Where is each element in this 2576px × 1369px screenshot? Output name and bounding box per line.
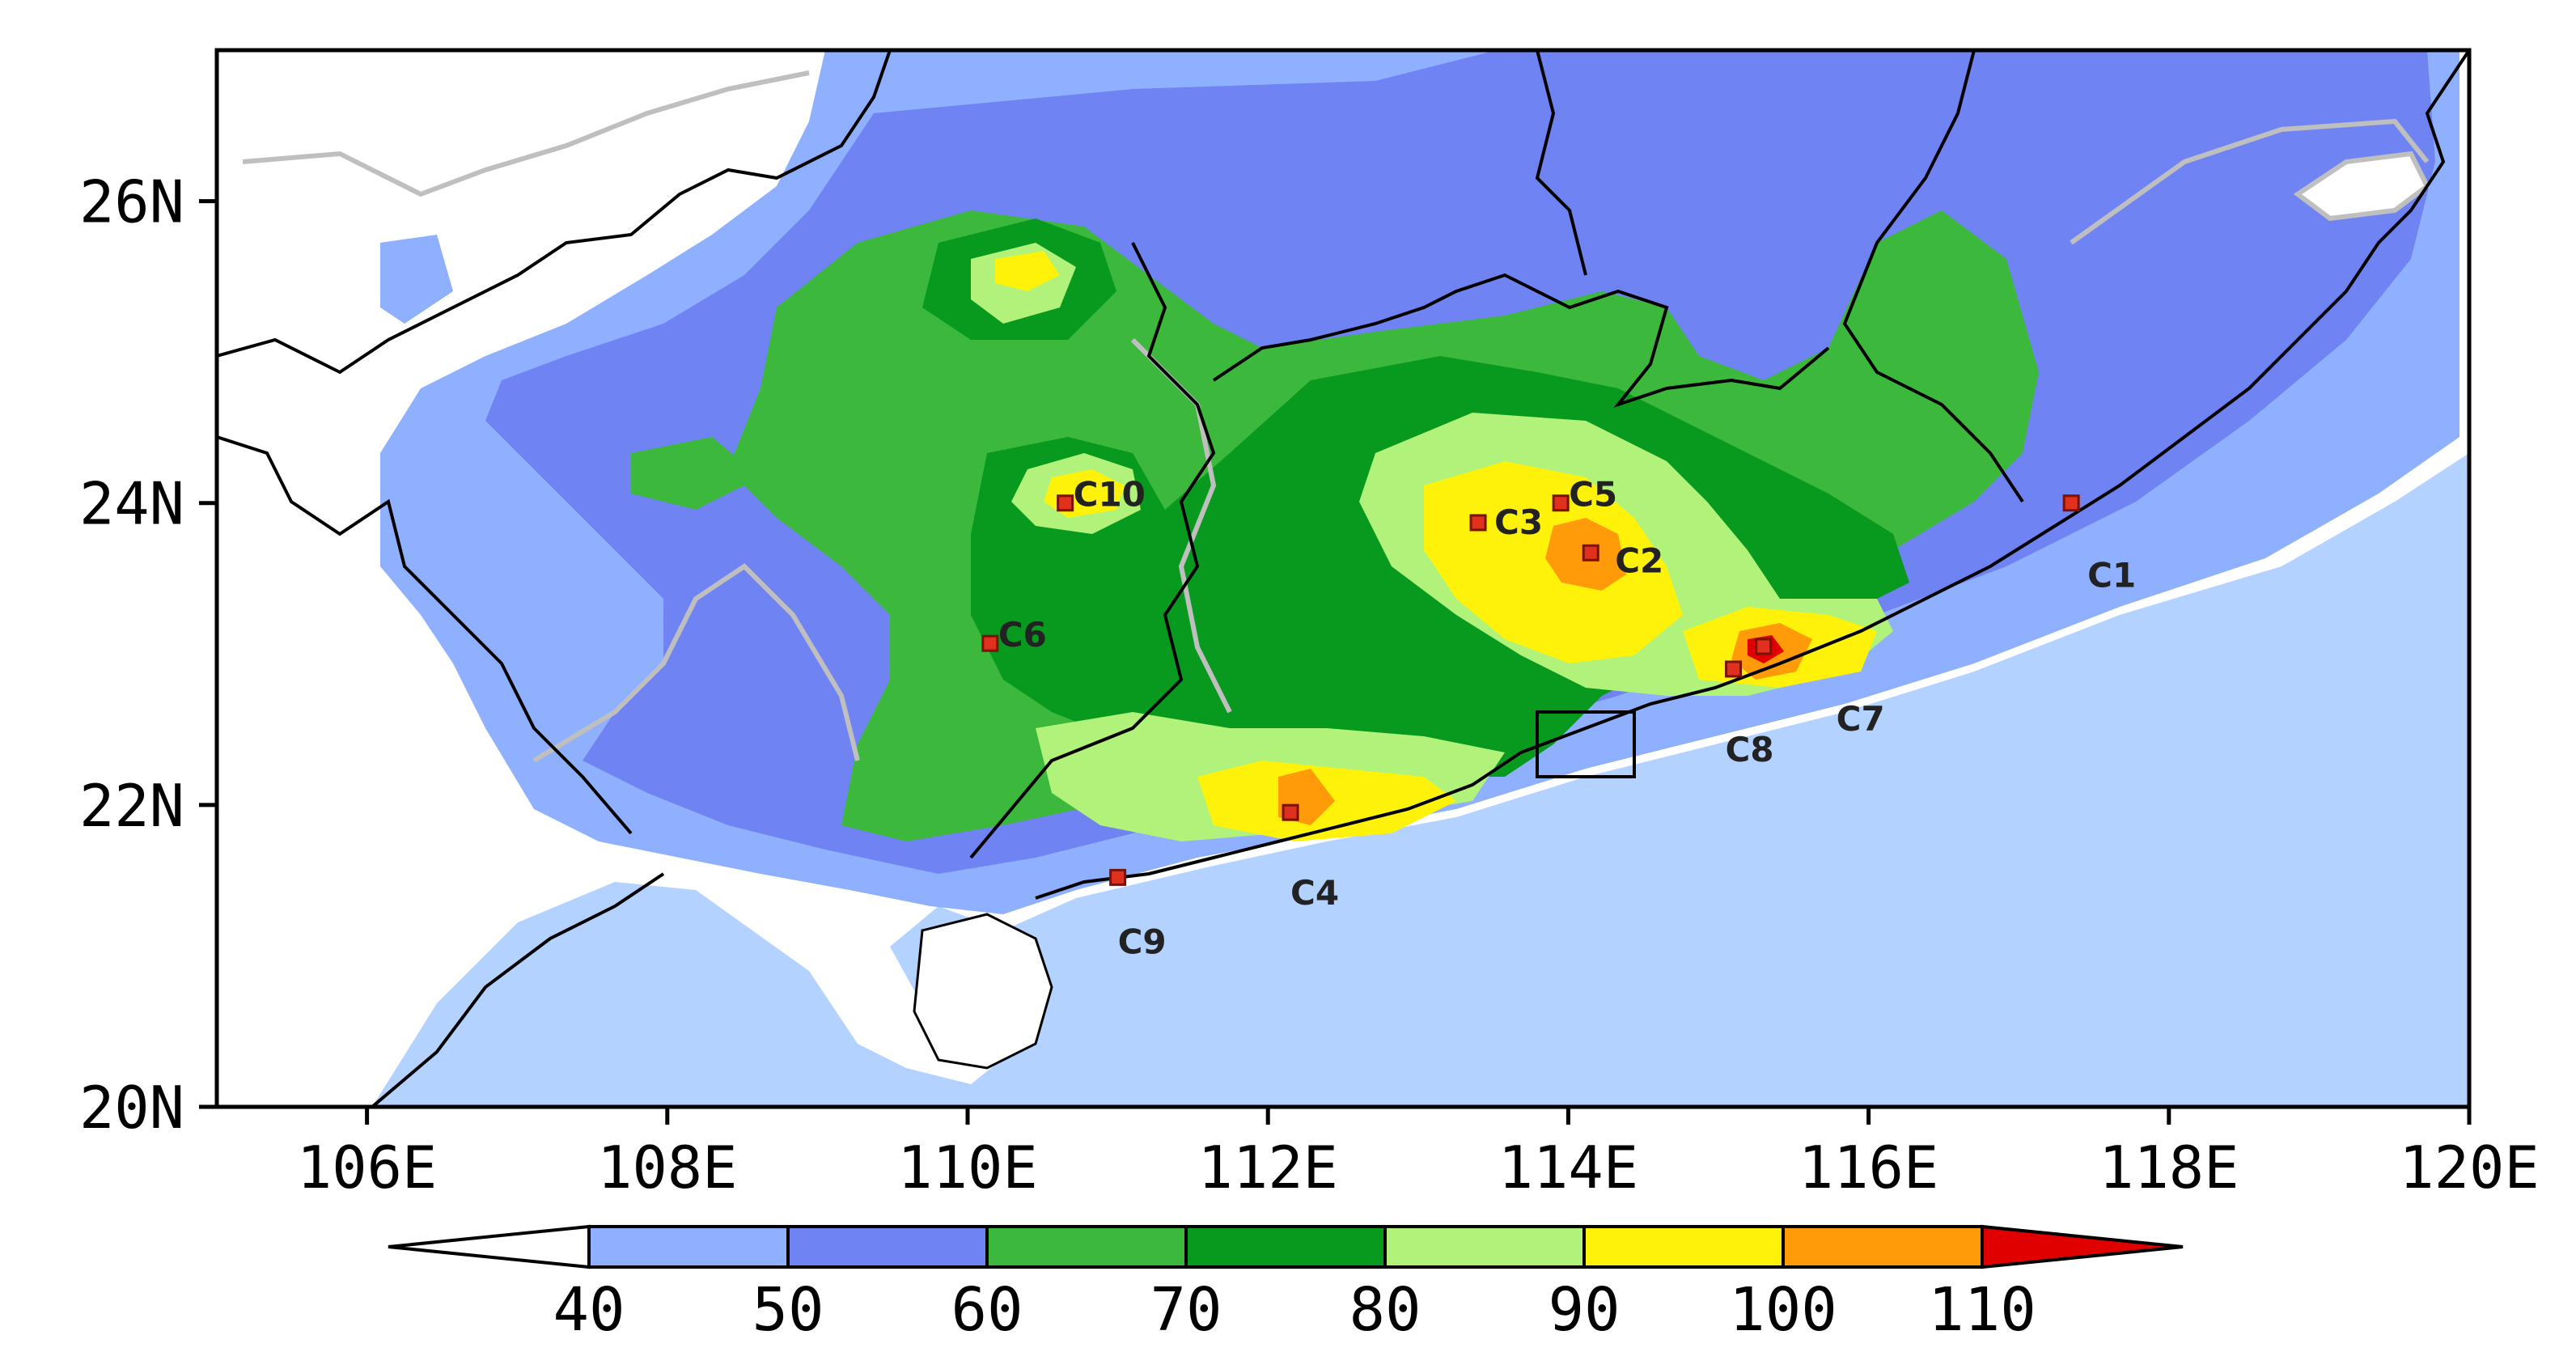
map-panel: [217, 50, 2469, 1107]
pearl-river-delta-box: [1536, 710, 1636, 778]
station-marker-c2: [1582, 544, 1599, 562]
y-tick-label: 24N: [79, 470, 184, 538]
colorbar-label: 110: [1928, 1275, 2036, 1345]
station-label-c4: C4: [1290, 873, 1339, 913]
station-label-c1: C1: [2087, 556, 2136, 595]
y-axis: 20N 22N 24N 26N: [79, 168, 217, 1142]
colorbar-label: 50: [752, 1275, 824, 1345]
colorbar: 40 50 60 70 80 90 100 110: [388, 1224, 2184, 1345]
x-tick-label: 114E: [1498, 1134, 1638, 1202]
colorbar-segment: [1383, 1225, 1586, 1269]
station-marker-c3: [1469, 514, 1487, 532]
x-tick-label: 118E: [2099, 1134, 2239, 1202]
province-border-2: [217, 435, 633, 835]
colorbar-label: 90: [1548, 1275, 1620, 1345]
province-border-4: [1212, 273, 1830, 409]
station-marker-c7: [1755, 638, 1773, 655]
colorbar-left-extension: [388, 1224, 591, 1269]
colorbar-segment: [1582, 1225, 1785, 1269]
province-border-3: [969, 242, 1216, 859]
colorbar-label: 60: [951, 1275, 1023, 1345]
isoline-east: [2070, 118, 2430, 245]
station-marker-c10: [1057, 494, 1074, 512]
y-tick-label: 20N: [79, 1074, 184, 1142]
y-tick-label: 22N: [79, 772, 184, 840]
colorbar-label: 70: [1150, 1275, 1222, 1345]
coastline-east: [1035, 50, 2469, 900]
hainan-island: [913, 913, 1053, 1070]
colorbar-segment: [1782, 1225, 1984, 1269]
station-marker-c5: [1552, 494, 1570, 512]
station-marker-c9: [1109, 868, 1127, 886]
x-tick-label: 116E: [1799, 1134, 1938, 1202]
x-axis: 106E 108E 110E 112E 114E 116E 118E 120E: [297, 1107, 2540, 1202]
colorbar-segment: [587, 1225, 790, 1269]
station-label-c3: C3: [1494, 502, 1543, 542]
station-label-c6: C6: [998, 615, 1047, 655]
isoline-southwest: [532, 563, 860, 763]
x-tick-label: 112E: [1198, 1134, 1338, 1202]
station-label-c9: C9: [1118, 922, 1167, 961]
province-border-6: [1842, 50, 2024, 503]
station-marker-c6: [981, 634, 999, 652]
colorbar-segment: [1184, 1225, 1387, 1269]
band-90-100-north-cell: [995, 251, 1060, 291]
colorbar-label: 40: [553, 1275, 625, 1345]
station-label-c7: C7: [1837, 699, 1885, 739]
x-tick-label: 106E: [297, 1134, 437, 1202]
station-markers: C1 C2 C3 C4 C5 C6 C7 C8 C9 C10: [981, 475, 2136, 961]
map-frame: [214, 48, 2472, 1109]
province-border-5: [1535, 50, 1587, 276]
station-label-c10: C10: [1074, 475, 1146, 515]
y-tick-label: 26N: [79, 168, 184, 236]
province-border-1: [217, 50, 892, 375]
station-label-c2: C2: [1615, 540, 1663, 580]
coastline-southwest: [371, 872, 665, 1107]
station-label-c5: C5: [1569, 475, 1617, 515]
colorbar-right-extension: [1981, 1224, 2184, 1269]
colorbar-segment: [786, 1225, 989, 1269]
station-label-c8: C8: [1726, 730, 1774, 769]
colorbar-label: 80: [1349, 1275, 1421, 1345]
x-tick-label: 120E: [2399, 1134, 2539, 1202]
band-60-70-nw-cell: [631, 437, 761, 510]
isoline-west: [242, 70, 810, 197]
colorbar-segment: [985, 1225, 1188, 1269]
station-marker-c8: [1725, 660, 1743, 678]
station-marker-c1: [2062, 494, 2080, 512]
colorbar-label: 100: [1729, 1275, 1837, 1345]
x-tick-label: 108E: [597, 1134, 737, 1202]
station-marker-c4: [1282, 803, 1299, 821]
band-40-50-west-patch: [380, 235, 453, 324]
x-tick-label: 110E: [897, 1134, 1037, 1202]
